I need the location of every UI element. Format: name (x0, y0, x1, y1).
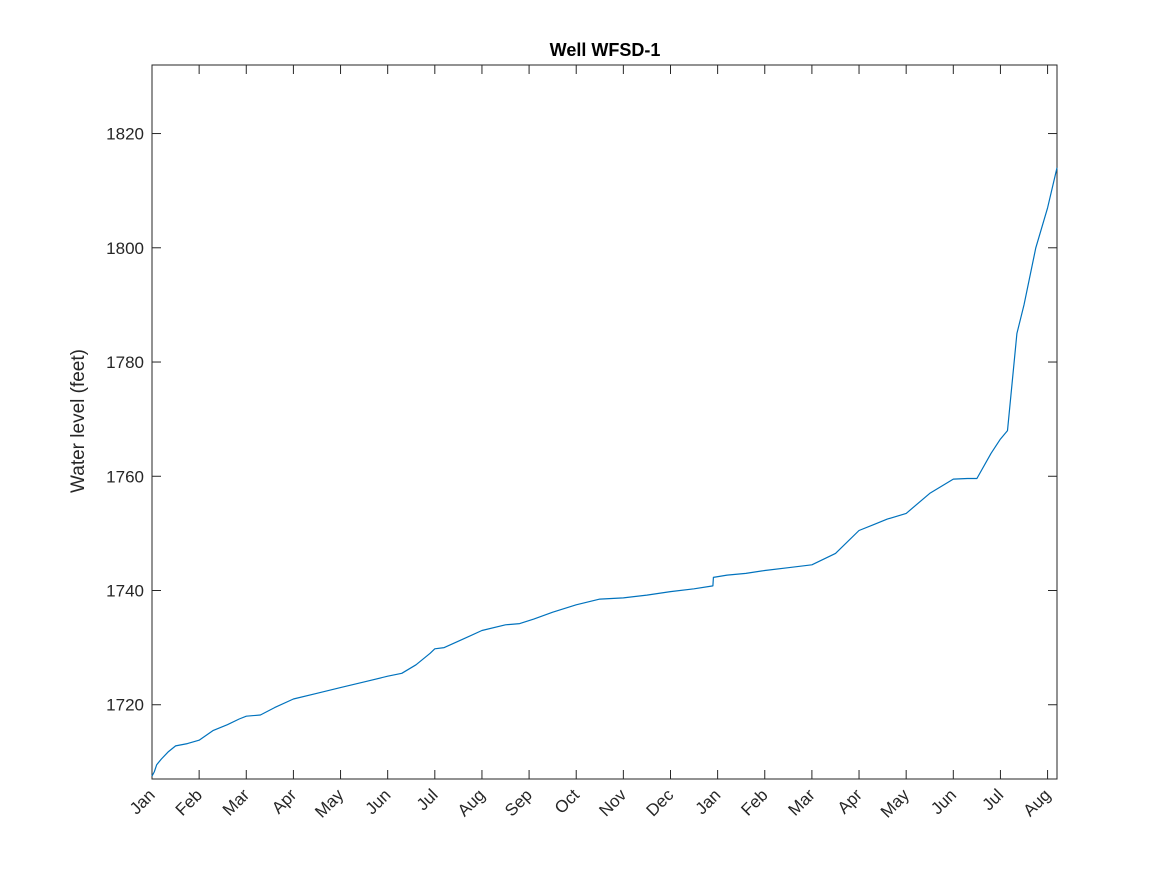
x-tick-label: Jul (413, 785, 442, 814)
x-tick-label: Sep (501, 785, 536, 820)
y-tick-label: 1820 (106, 125, 144, 144)
x-tick-label: Mar (785, 785, 819, 819)
x-tick-label: Dec (643, 785, 678, 820)
x-tick-label: Feb (172, 785, 206, 819)
x-tick-label: Apr (834, 785, 866, 817)
x-tick-label: Jun (927, 785, 960, 818)
y-axis-label: Water level (feet) (68, 349, 89, 493)
x-tick-label: Aug (454, 785, 489, 820)
x-tick-label: Feb (737, 785, 771, 819)
chart-title: Well WFSD-1 (550, 40, 661, 60)
y-tick-label: 1780 (106, 353, 144, 372)
x-tick-label: Oct (551, 785, 583, 817)
x-tick-label: Apr (268, 785, 300, 817)
y-tick-label: 1800 (106, 239, 144, 258)
plot-area: 1720 1740 1760 1780 1800 1820 Jan Feb Mar Apr May J… (106, 65, 1057, 822)
x-tick-label: Jul (978, 785, 1007, 814)
x-tick-label: Mar (219, 785, 253, 819)
x-tick-label: Jan (692, 785, 725, 818)
x-tick-label: Nov (595, 785, 630, 820)
axes-box (152, 65, 1057, 779)
x-tick-label: Jan (126, 785, 159, 818)
x-tick-label: Aug (1020, 785, 1055, 820)
x-tick-label: May (311, 785, 347, 821)
y-tick-label: 1760 (106, 467, 144, 486)
y-tick-label: 1740 (106, 582, 144, 601)
series-line (152, 168, 1057, 776)
x-tick-label: May (877, 785, 913, 821)
y-tick-label: 1720 (106, 696, 144, 715)
x-tick-label: Jun (362, 785, 395, 818)
